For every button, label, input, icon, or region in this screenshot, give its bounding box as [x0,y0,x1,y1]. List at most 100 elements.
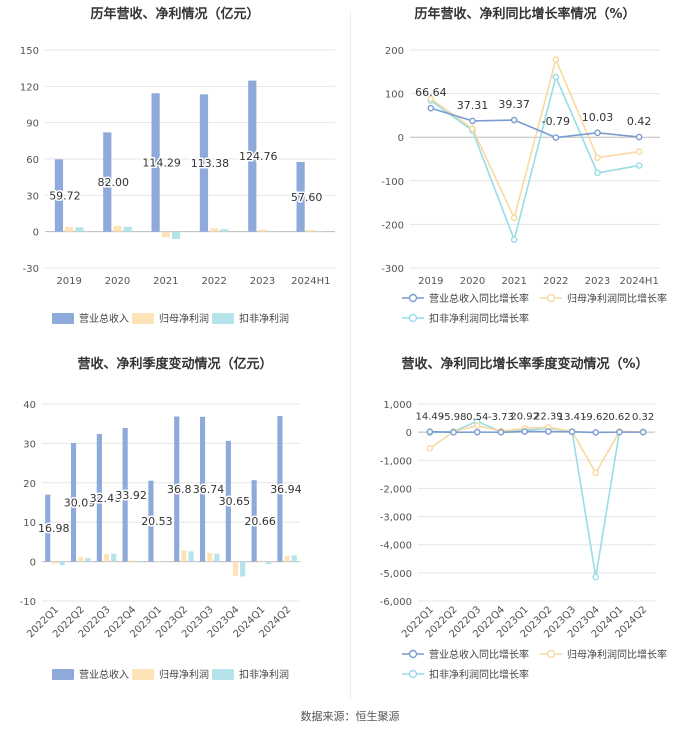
legend-swatch [212,313,234,324]
data-label: -5.98 [441,412,467,423]
bar-revenue [225,440,231,562]
bar-revenue [122,427,128,562]
bar-revenue [199,94,209,232]
bar-revenue [296,161,305,232]
series-line [429,430,644,434]
data-label: 0.62 [608,412,630,423]
bar-net-profit [65,226,74,232]
legend-label: 营业总收入 [79,668,129,681]
legend-marker [546,293,556,303]
data-point [521,428,528,435]
data-point [568,428,576,436]
data-point [426,445,434,452]
data-label: -0.79 [542,115,570,128]
bar-deducted-profit [111,553,117,562]
y-tick-label: 0 [33,228,39,239]
legend-label: 归母净利润 [159,668,209,681]
legend-label: 归母净利润同比增长率 [567,292,667,305]
data-point [616,428,623,436]
y-tick-label: 30 [26,191,39,202]
bar-deducted-profit [291,555,297,562]
y-tick-label: -5,000 [380,569,412,580]
x-tick-label: 2024H1 [291,276,330,287]
legend-label: 扣非净利润 [239,312,289,325]
x-tick-label: 2022 [201,276,226,287]
y-tick-label: 40 [23,400,36,411]
bar-revenue [103,132,112,232]
annual-growth-chart: 历年营收、净利同比增长率情况（%） -300 -200 -100 0 100 200 2019… [381,6,667,325]
series-line [429,424,644,475]
data-source-note: 数据来源：恒生聚源 [300,710,400,723]
y-tick-label: -6,000 [380,597,412,608]
data-point [426,428,434,436]
data-point [450,429,457,436]
y-tick-label: 60 [26,155,39,166]
y-tick-label: -100 [381,177,404,188]
x-tick-label: 2024H1 [619,276,658,287]
series-line [429,420,644,578]
y-tick-label: -2,000 [380,484,412,495]
bar-revenue [248,80,257,232]
data-label: 57.60 [291,191,323,204]
series-line [430,57,640,221]
bar-revenue [251,480,257,562]
data-label: 36.83 [167,483,199,496]
data-label: 33.92 [115,489,147,502]
bar-deducted-profit [171,231,181,239]
bar-net-profit [284,555,290,562]
y-tick-label: 0 [30,558,36,569]
legend-swatch [132,313,154,324]
data-point [427,104,435,112]
x-tick-label: 2023 [250,276,275,287]
legend-marker [408,649,418,659]
y-tick-label: -4,000 [380,541,412,552]
data-point [545,428,552,435]
bar-deducted-profit [265,561,272,564]
x-tick-label: 2021 [501,276,526,287]
data-label: 30.09 [64,496,96,509]
data-point [473,428,481,436]
bar-net-profit [103,554,110,562]
bar-revenue [199,416,206,562]
y-tick-label: 0 [398,133,404,144]
data-label: -9.62 [583,412,609,423]
x-tick-label: 2019 [418,276,443,287]
data-label: 114.29 [142,156,181,169]
legend-label: 营业总收入 [79,312,129,325]
data-label: 32.40 [90,492,122,505]
legend-label: 归母净利润 [159,312,209,325]
data-label: 82.00 [98,176,130,189]
data-label: 13.41 [558,412,587,423]
data-point [592,573,600,581]
bar-deducted-profit [316,231,326,232]
data-point [552,73,560,81]
data-point [473,422,481,429]
legend-label: 营业总收入同比增长率 [429,648,529,661]
data-label: 59.72 [49,190,81,203]
bar-revenue [174,416,180,562]
bar-net-profit [181,550,187,562]
y-tick-label: 0 [406,428,412,439]
data-point [510,236,518,243]
data-label: 0.32 [632,412,654,423]
data-label: 22.39 [534,412,563,423]
legend-marker [408,293,418,303]
data-label: -3.73 [488,412,514,423]
data-point [594,154,601,161]
data-point [497,428,505,436]
y-tick-label: 100 [385,90,404,101]
bar-net-profit [113,225,122,232]
annual-bar-chart: 历年营收、净利情况（亿元） -30 0 30 60 90 120 150 2019 2020 202… [20,6,335,325]
legend-label: 扣非净利润同比增长率 [429,668,529,681]
data-point [427,95,435,103]
bar-net-profit [210,228,219,232]
data-point [639,428,647,436]
data-label: 16.98 [38,522,70,535]
data-label: 30.65 [219,495,251,508]
quarterly-bar-chart: 营收、净利季度变动情况（亿元）-100102030402022Q12022Q22… [20,356,304,681]
legend-swatch [52,313,74,324]
y-tick-label: 150 [20,46,39,57]
data-point [594,129,601,137]
y-tick-label: 30 [23,439,36,450]
legend-swatch [132,669,154,680]
